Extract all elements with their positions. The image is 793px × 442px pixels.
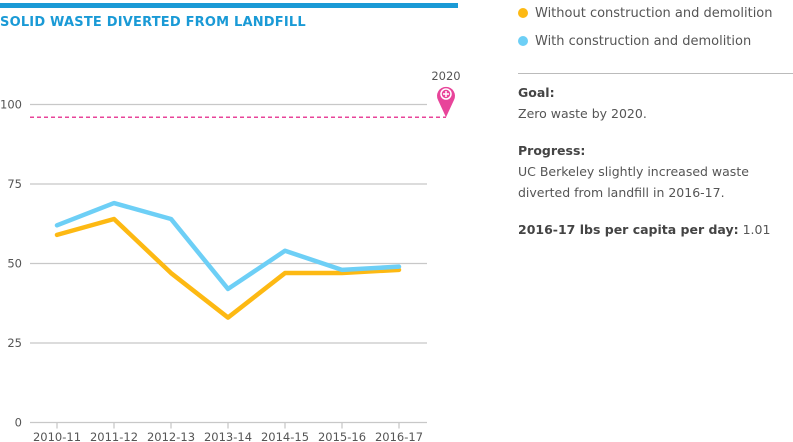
goal-label: Goal: <box>518 85 555 100</box>
x-tick-label: 2013-14 <box>204 430 252 442</box>
progress-label: Progress: <box>518 143 586 158</box>
legend-dot <box>518 8 528 18</box>
x-tick-label: 2015-16 <box>318 430 366 442</box>
legend-item-with: With construction and demolition <box>518 28 773 54</box>
x-tick-label: 2016-17 <box>375 430 423 442</box>
legend-item-without: Without construction and demolition <box>518 0 773 26</box>
legend-label: Without construction and demolition <box>535 5 773 21</box>
y-tick-label: 100 <box>0 98 22 112</box>
legend: Without construction and demolition With… <box>518 0 773 56</box>
x-tick-label: 2011-12 <box>90 430 138 442</box>
y-tick-label: 75 <box>7 177 22 191</box>
title-bar <box>0 3 458 8</box>
y-tick-label: 0 <box>15 416 22 430</box>
chart-title: SOLID WASTE DIVERTED FROM LANDFILL <box>0 15 306 30</box>
x-tick-label: 2012-13 <box>147 430 195 442</box>
metric-label: 2016-17 lbs per capita per day: <box>518 222 739 237</box>
y-tick-label: 50 <box>7 257 22 271</box>
goal-text: Zero waste by 2020. <box>518 106 647 121</box>
info-panel: Goal: Zero waste by 2020. Progress: UC Ber… <box>518 73 793 256</box>
goal-label: 2020 <box>431 69 460 83</box>
metric-value: 1.01 <box>742 222 771 237</box>
legend-dot <box>518 36 528 46</box>
plus-icon <box>443 91 449 97</box>
legend-label: With construction and demolition <box>535 33 752 49</box>
progress-text: UC Berkeley slightly increased waste div… <box>518 164 749 200</box>
x-tick-label: 2010-11 <box>33 430 81 442</box>
x-tick-label: 2014-15 <box>261 430 309 442</box>
plus-circle-icon <box>440 88 452 100</box>
series-line-1 <box>54 200 402 292</box>
y-tick-label: 25 <box>7 336 22 350</box>
